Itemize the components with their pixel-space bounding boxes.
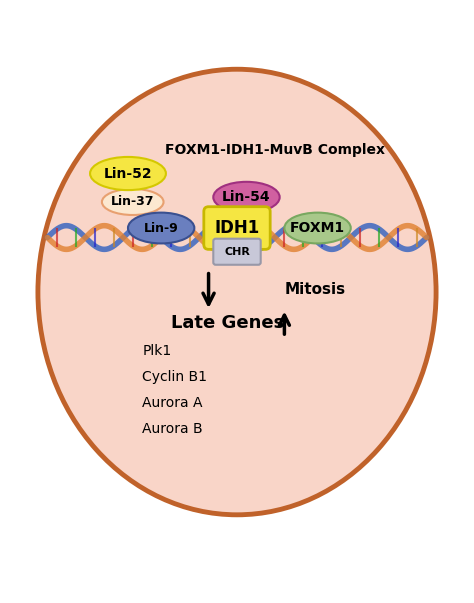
Text: Lin-37: Lin-37 (111, 195, 155, 209)
Text: Aurora A: Aurora A (142, 396, 203, 410)
Text: Late Genes: Late Genes (171, 314, 284, 332)
Ellipse shape (284, 213, 351, 244)
Text: Cyclin B1: Cyclin B1 (142, 370, 207, 384)
Text: Lin-9: Lin-9 (144, 221, 179, 235)
Text: Lin-54: Lin-54 (222, 190, 271, 204)
Text: Lin-52: Lin-52 (104, 166, 152, 180)
Text: FOXM1-IDH1-MuvB Complex: FOXM1-IDH1-MuvB Complex (165, 143, 385, 157)
Ellipse shape (90, 157, 166, 190)
Text: Mitosis: Mitosis (284, 282, 346, 297)
Ellipse shape (38, 69, 436, 515)
Ellipse shape (213, 182, 280, 213)
Text: FOXM1: FOXM1 (290, 221, 345, 235)
FancyBboxPatch shape (213, 239, 261, 265)
Text: Aurora B: Aurora B (142, 422, 203, 437)
FancyBboxPatch shape (204, 207, 270, 250)
Ellipse shape (128, 213, 194, 244)
Ellipse shape (102, 189, 164, 215)
Text: IDH1: IDH1 (214, 219, 260, 237)
Text: CHR: CHR (224, 247, 250, 257)
Text: Plk1: Plk1 (142, 344, 172, 358)
